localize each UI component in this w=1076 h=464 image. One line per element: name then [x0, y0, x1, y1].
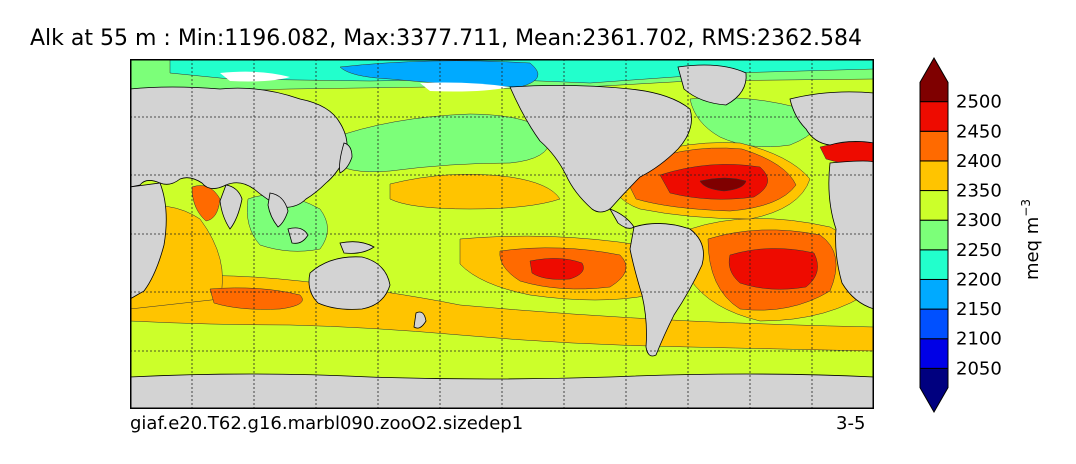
colorbar-swatch: [919, 219, 949, 251]
land-europe: [789, 91, 874, 146]
colorbar-swatch: [919, 101, 949, 132]
north-atlantic-green: [689, 97, 817, 148]
map-frame: [130, 59, 874, 409]
south-pacific-red: [529, 258, 584, 280]
colorbar-swatch: [919, 160, 949, 192]
colorbar-tick-label: 2450: [956, 121, 1002, 142]
land-greenland: [677, 64, 747, 106]
sea-ice-patch-2: [420, 82, 510, 92]
colorbar-swatch: [919, 249, 949, 280]
colorbar-swatch: [919, 190, 949, 221]
colorbar-tick-label: 2500: [956, 92, 1002, 113]
land-borneo: [287, 227, 309, 244]
colorbar-tick-label: 2150: [956, 299, 1002, 320]
land-south-america: [629, 223, 704, 357]
map-title: Alk at 55 m : Min:1196.082, Max:3377.711…: [30, 26, 863, 51]
colorbar-swatch: [919, 367, 949, 414]
north-pacific-green: [329, 113, 551, 173]
colorbar-swatch: [919, 278, 949, 310]
map-panel: [130, 59, 874, 409]
colorbar-tick-label: 2200: [956, 269, 1002, 290]
north-pacific-orange: [389, 173, 561, 210]
colorbar-tick-label: 2100: [956, 329, 1002, 350]
colorbar-unit-label: meq m−3: [1019, 199, 1043, 280]
land-india: [219, 184, 243, 230]
colorbar-swatches: [919, 56, 949, 414]
case-name-label: giaf.e20.T62.g16.marbl090.zooO2.sizedep1: [130, 413, 524, 434]
colorbar-swatch: [919, 308, 949, 340]
land-eurasia: [130, 86, 348, 208]
unit-text: meq m: [1022, 217, 1043, 280]
land-new-zealand: [413, 311, 427, 329]
gridlines: [130, 59, 874, 409]
colorbar-swatch: [919, 56, 949, 103]
south-indian-darkorange: [209, 287, 303, 310]
colorbar-swatch: [919, 130, 949, 162]
land-africa-east: [828, 160, 874, 310]
land-japan: [339, 142, 353, 174]
sea-ice-patch: [220, 71, 290, 82]
colorbar-labels: 2050 2100 2150 2200 2250 2300 2350 2400 2450 2500: [956, 92, 1002, 380]
unit-exponent: −3: [1019, 199, 1033, 217]
colorbar-unit: meq m−3: [1019, 199, 1043, 280]
land-indochina: [267, 192, 289, 228]
alkalinity-map: [130, 59, 874, 409]
land-new-guinea: [339, 241, 375, 254]
south-atlantic-red: [728, 248, 818, 290]
years-label: 3-5: [836, 413, 866, 434]
colorbar: 2050 2100 2150 2200 2250 2300 2350 2400 2450 2500: [919, 56, 1002, 414]
land-africa: [130, 182, 167, 300]
colorbar-tick-label: 2400: [956, 151, 1002, 172]
colorbar-tick-label: 2300: [956, 210, 1002, 231]
north-atlantic-darkred: [699, 177, 747, 192]
colorbar-tick-label: 2350: [956, 181, 1002, 202]
colorbar-swatch: [919, 338, 949, 369]
colorbar-tick-label: 2050: [956, 358, 1002, 379]
colorbar-tick-label: 2250: [956, 240, 1002, 261]
